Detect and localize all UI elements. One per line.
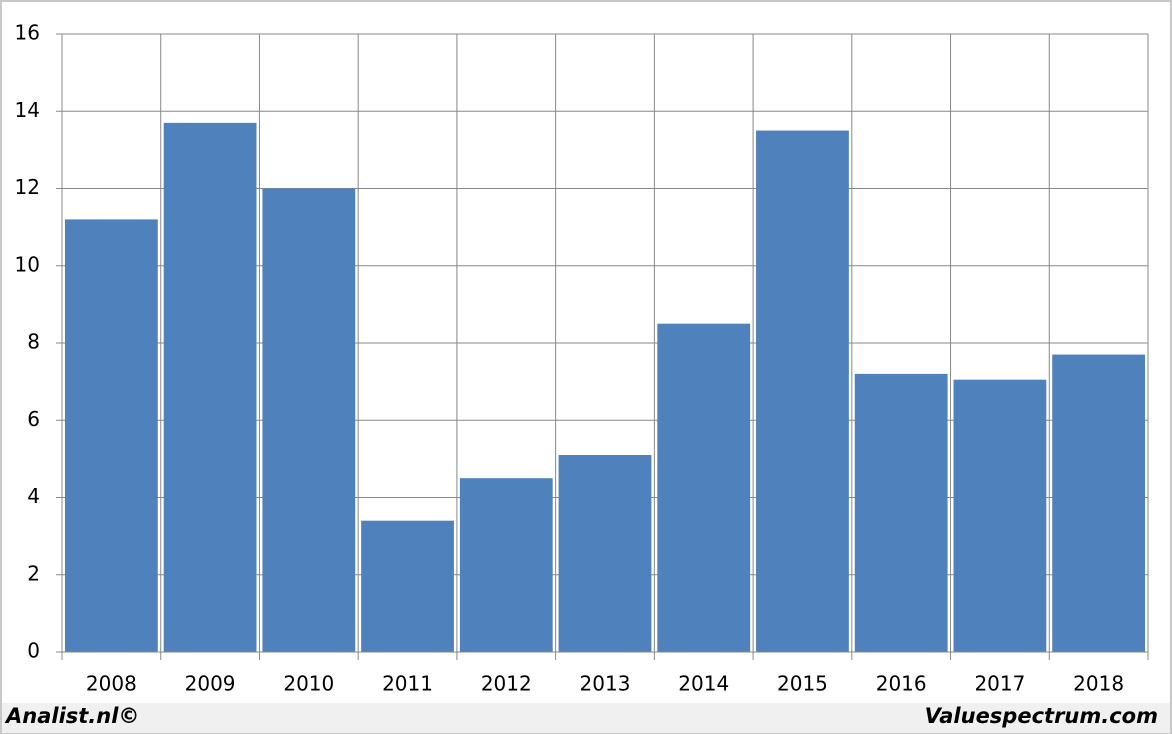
bar	[854, 373, 948, 652]
y-tick-label: 2	[27, 561, 40, 585]
x-tick-label: 2013	[580, 672, 631, 696]
bar	[953, 379, 1047, 652]
x-tick-label: 2014	[678, 672, 729, 696]
bar	[756, 130, 849, 652]
x-tick-label: 2017	[974, 672, 1025, 696]
x-tick-label: 2018	[1073, 672, 1124, 696]
y-tick-label: 10	[15, 252, 40, 276]
x-tick-label: 2015	[777, 672, 828, 696]
footer-left: Analist.nl©	[4, 704, 139, 728]
x-tick-label: 2011	[382, 672, 433, 696]
bar	[459, 478, 553, 652]
bar	[1052, 354, 1146, 652]
footer-band	[2, 703, 1170, 733]
bar	[361, 520, 454, 652]
x-tick-label: 2009	[185, 672, 236, 696]
bar	[657, 323, 751, 652]
bar	[163, 122, 257, 652]
y-tick-label: 14	[15, 98, 40, 122]
x-tick-label: 2016	[876, 672, 927, 696]
y-tick-label: 0	[27, 639, 40, 663]
x-tick-label: 2012	[481, 672, 532, 696]
y-tick-label: 8	[27, 330, 40, 354]
x-tick-label: 2008	[86, 672, 137, 696]
y-tick-label: 16	[15, 21, 40, 45]
bar	[64, 219, 158, 652]
y-tick-label: 12	[15, 175, 40, 199]
footer-right: Valuespectrum.com	[925, 704, 1158, 728]
y-tick-label: 4	[27, 484, 40, 508]
bar	[558, 455, 652, 652]
bar	[262, 188, 356, 652]
y-tick-label: 6	[27, 407, 40, 431]
x-tick-label: 2010	[283, 672, 334, 696]
